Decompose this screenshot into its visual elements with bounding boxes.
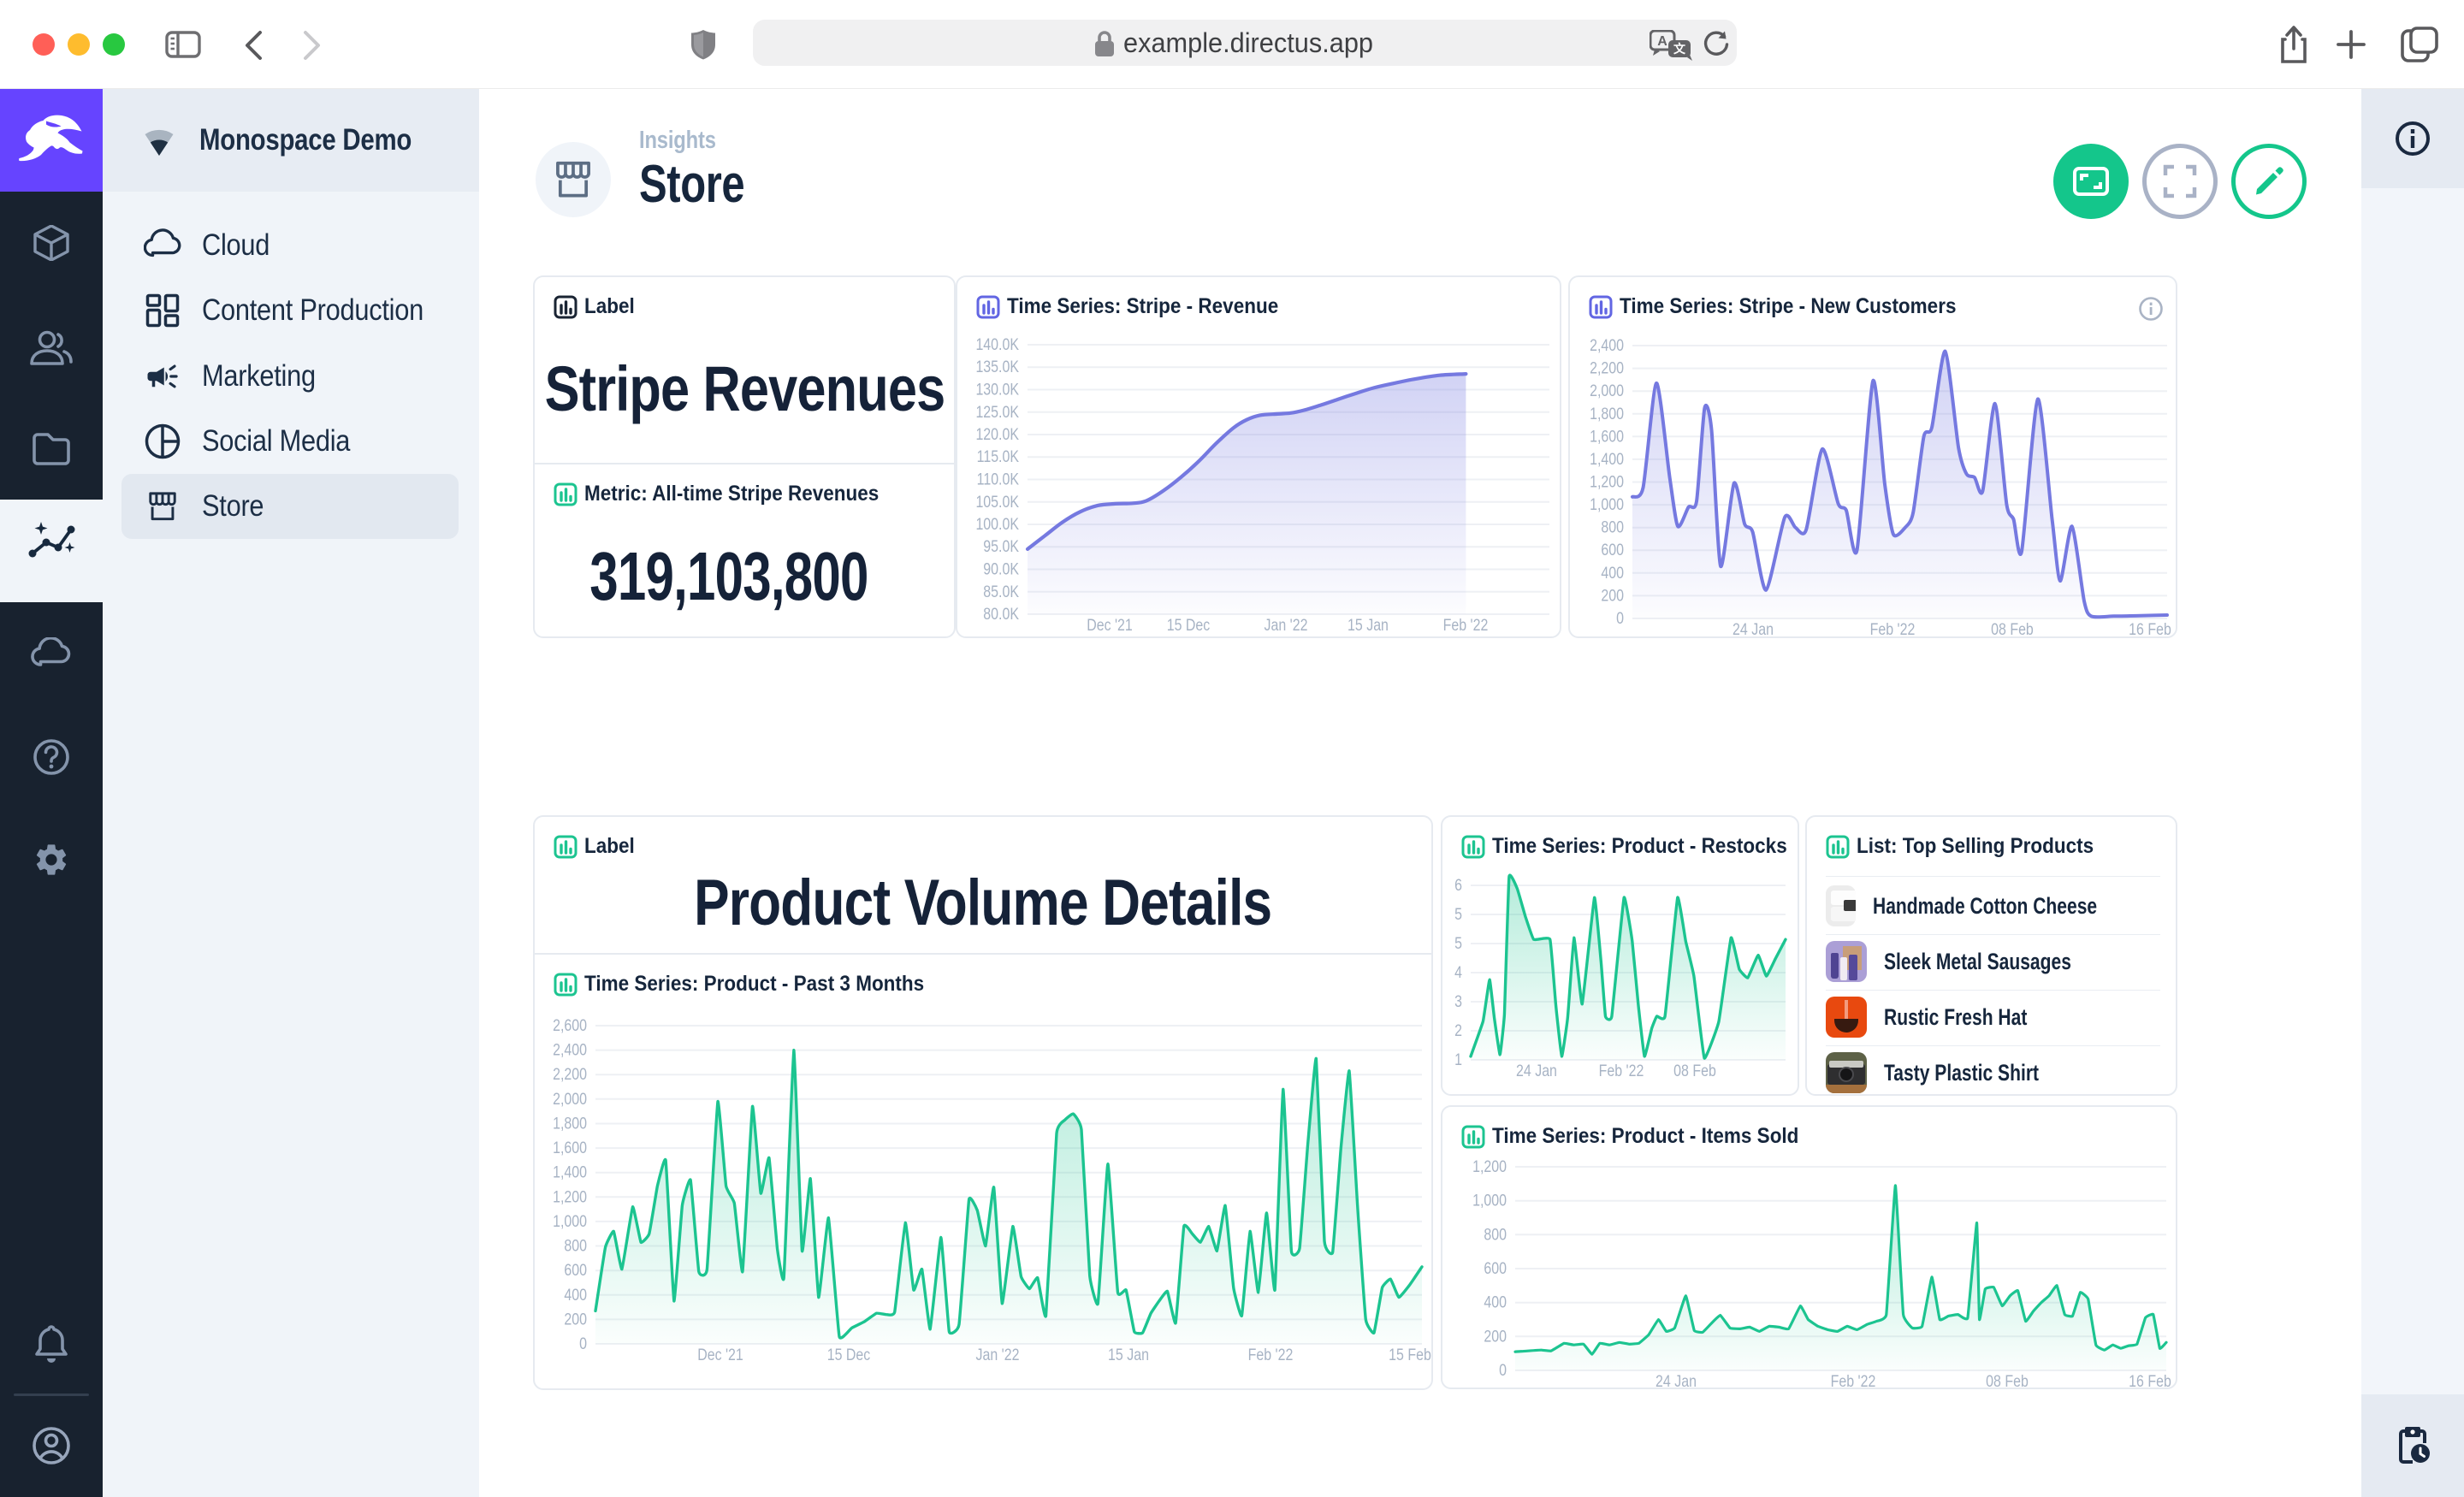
svg-text:Feb '22: Feb '22 <box>1443 616 1489 635</box>
svg-text:125.0K: 125.0K <box>975 402 1019 421</box>
svg-text:600: 600 <box>1484 1259 1507 1278</box>
svg-text:15 Dec: 15 Dec <box>827 1346 871 1364</box>
svg-text:15 Dec: 15 Dec <box>1167 616 1211 635</box>
svg-text:0: 0 <box>1499 1361 1507 1380</box>
svg-text:400: 400 <box>1601 563 1624 582</box>
svg-text:400: 400 <box>564 1285 587 1304</box>
svg-text:4: 4 <box>1454 963 1462 982</box>
svg-text:85.0K: 85.0K <box>983 582 1019 601</box>
svg-text:120.0K: 120.0K <box>975 425 1019 444</box>
svg-text:Feb '22: Feb '22 <box>1831 1372 1876 1388</box>
svg-text:2,600: 2,600 <box>553 1016 587 1035</box>
svg-text:90.0K: 90.0K <box>983 559 1019 578</box>
svg-text:0: 0 <box>1616 609 1624 628</box>
svg-text:1,000: 1,000 <box>1472 1191 1507 1210</box>
svg-text:5: 5 <box>1454 934 1462 953</box>
svg-text:Feb '22: Feb '22 <box>1870 620 1916 636</box>
svg-text:1,800: 1,800 <box>553 1114 587 1133</box>
svg-text:2: 2 <box>1454 1021 1462 1040</box>
svg-text:2,000: 2,000 <box>1590 382 1624 400</box>
svg-text:1: 1 <box>1454 1050 1462 1069</box>
svg-text:3: 3 <box>1454 992 1462 1011</box>
svg-text:Dec '21: Dec '21 <box>697 1346 743 1364</box>
svg-text:5: 5 <box>1454 905 1462 924</box>
svg-text:105.0K: 105.0K <box>975 492 1019 511</box>
svg-text:15 Jan: 15 Jan <box>1108 1346 1149 1364</box>
svg-text:115.0K: 115.0K <box>977 447 1020 466</box>
svg-text:1,200: 1,200 <box>553 1187 587 1206</box>
svg-text:110.0K: 110.0K <box>977 470 1020 488</box>
svg-text:Jan '22: Jan '22 <box>976 1346 1020 1364</box>
svg-text:200: 200 <box>1484 1327 1507 1346</box>
svg-text:24 Jan: 24 Jan <box>1656 1372 1697 1388</box>
svg-text:100.0K: 100.0K <box>975 515 1019 534</box>
svg-text:1,400: 1,400 <box>553 1163 587 1181</box>
svg-text:08 Feb: 08 Feb <box>1673 1062 1716 1080</box>
svg-text:2,400: 2,400 <box>1590 336 1624 355</box>
svg-text:95.0K: 95.0K <box>983 537 1019 556</box>
svg-text:24 Jan: 24 Jan <box>1732 620 1774 636</box>
svg-text:2,200: 2,200 <box>1590 358 1624 377</box>
svg-text:800: 800 <box>1601 518 1624 536</box>
svg-text:文: 文 <box>1673 42 1686 56</box>
svg-text:600: 600 <box>564 1261 587 1280</box>
svg-text:1,200: 1,200 <box>1472 1157 1507 1176</box>
svg-text:600: 600 <box>1601 541 1624 559</box>
svg-text:2,200: 2,200 <box>553 1065 587 1084</box>
svg-text:0: 0 <box>579 1334 587 1353</box>
svg-text:1,600: 1,600 <box>1590 427 1624 446</box>
svg-text:130.0K: 130.0K <box>975 380 1019 399</box>
svg-text:08 Feb: 08 Feb <box>1986 1372 2029 1388</box>
svg-text:1,600: 1,600 <box>553 1139 587 1157</box>
svg-text:200: 200 <box>564 1310 587 1328</box>
svg-text:80.0K: 80.0K <box>983 605 1019 624</box>
svg-text:1,200: 1,200 <box>1590 472 1624 491</box>
svg-text:400: 400 <box>1484 1293 1507 1311</box>
svg-text:16 Feb: 16 Feb <box>2129 620 2171 636</box>
svg-text:2,400: 2,400 <box>553 1040 587 1059</box>
svg-text:140.0K: 140.0K <box>975 335 1019 354</box>
svg-text:08 Feb: 08 Feb <box>1991 620 2034 636</box>
svg-text:16 Feb: 16 Feb <box>2129 1372 2171 1388</box>
svg-text:200: 200 <box>1601 586 1624 605</box>
svg-text:Feb '22: Feb '22 <box>1599 1062 1644 1080</box>
svg-text:A: A <box>1657 34 1667 49</box>
svg-text:1,800: 1,800 <box>1590 404 1624 423</box>
svg-text:Feb '22: Feb '22 <box>1248 1346 1294 1364</box>
svg-text:135.0K: 135.0K <box>975 358 1019 376</box>
svg-text:800: 800 <box>564 1236 587 1255</box>
svg-text:15 Jan: 15 Jan <box>1348 616 1389 635</box>
svg-text:15 Feb: 15 Feb <box>1389 1346 1431 1364</box>
svg-text:2,000: 2,000 <box>553 1089 587 1108</box>
svg-text:Dec '21: Dec '21 <box>1087 616 1133 635</box>
svg-text:Jan '22: Jan '22 <box>1265 616 1308 635</box>
svg-text:24 Jan: 24 Jan <box>1516 1062 1557 1080</box>
svg-text:1,000: 1,000 <box>1590 495 1624 514</box>
svg-text:1,400: 1,400 <box>1590 450 1624 469</box>
svg-text:1,000: 1,000 <box>553 1212 587 1231</box>
svg-text:800: 800 <box>1484 1225 1507 1244</box>
svg-text:6: 6 <box>1454 876 1462 895</box>
